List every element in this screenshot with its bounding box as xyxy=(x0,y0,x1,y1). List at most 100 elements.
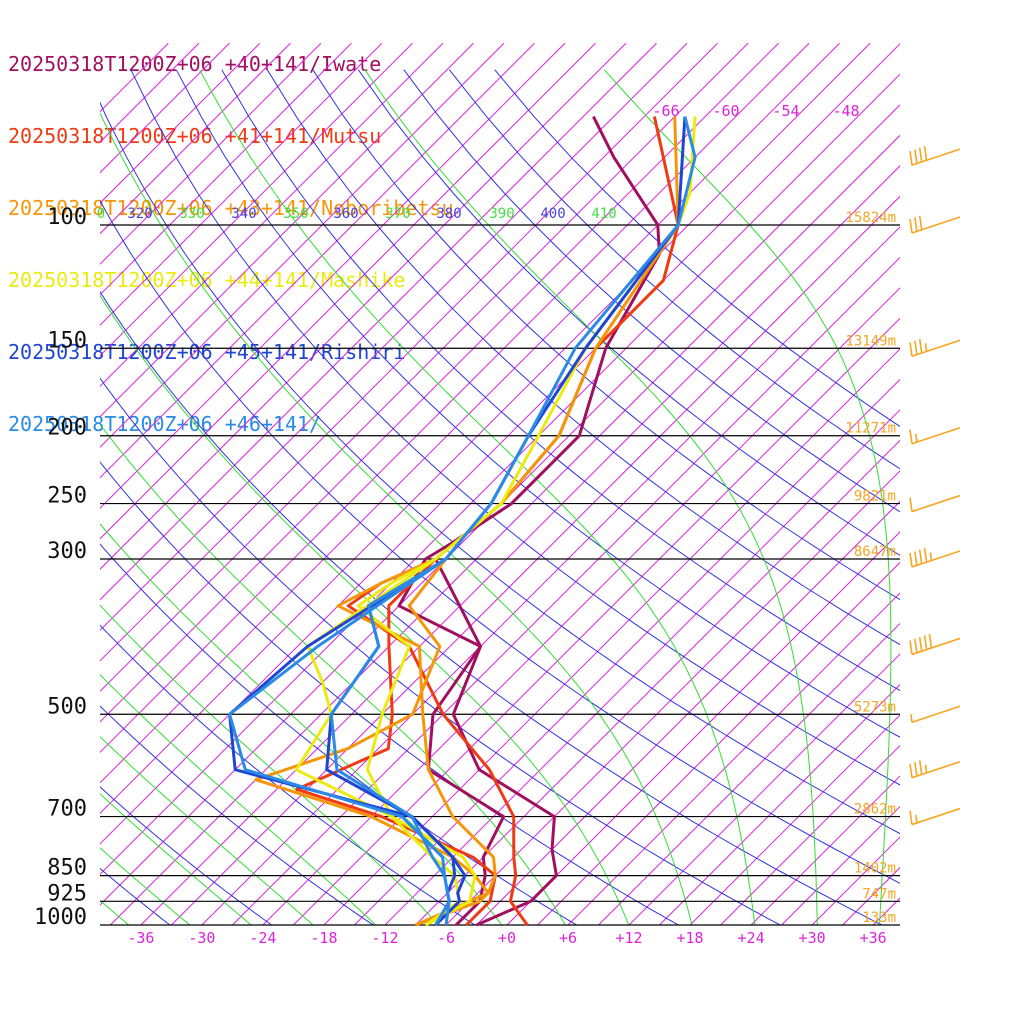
isotherm-line xyxy=(232,256,900,925)
isotherm-line xyxy=(100,42,657,601)
dry-adiabat-line xyxy=(357,69,900,556)
wind-barb xyxy=(909,146,961,166)
dewpoint-profile-1 xyxy=(295,557,497,927)
dewpoint-profile-2 xyxy=(254,558,490,927)
dry-adiabat-line xyxy=(266,69,900,646)
wind-barb-flag xyxy=(914,149,918,164)
wind-barb-staff xyxy=(911,216,961,234)
isotherm-line xyxy=(100,42,749,692)
dry-adiabat-line xyxy=(100,199,900,884)
theta-label: 400 xyxy=(540,206,565,222)
wind-barb-staff xyxy=(911,705,961,724)
theta-label: 410 xyxy=(591,206,616,222)
temperature-tick-label: -12 xyxy=(371,929,398,947)
theta-label: 330 xyxy=(179,206,204,222)
isobars xyxy=(100,224,900,926)
wind-barb xyxy=(909,215,961,234)
wind-barb-flag xyxy=(918,338,923,354)
temperature-tick-label: +12 xyxy=(615,929,642,947)
isotherm-line xyxy=(100,42,688,631)
dewpoint-profile-3 xyxy=(294,557,461,927)
wind-barb-flag xyxy=(909,763,913,778)
isotherm-line xyxy=(100,42,871,815)
wind-barb-flag xyxy=(914,217,918,232)
height-label: 2862m xyxy=(854,802,896,818)
height-label: 13149m xyxy=(845,333,896,349)
isotherm-line xyxy=(720,744,900,925)
temperature-profile-0 xyxy=(397,115,661,927)
isotherm-line xyxy=(100,42,383,326)
moist-adiabat-line xyxy=(100,111,693,925)
isotherm-label: -60 xyxy=(712,102,739,120)
isotherm-line xyxy=(100,42,596,540)
wind-barb-flag xyxy=(909,640,913,655)
wind-barb-flag xyxy=(909,497,913,512)
wind-barb-flag xyxy=(909,810,913,825)
dry-adiabat-line xyxy=(175,69,900,738)
dry-adiabat-line xyxy=(130,69,900,786)
moist-adiabat-line xyxy=(100,294,630,925)
isotherm-line xyxy=(100,42,810,754)
pressure-label: 300 xyxy=(47,539,87,564)
dewpoint-profile-5 xyxy=(228,557,451,926)
temperature-profile-2 xyxy=(336,116,680,927)
dry-adiabat-line xyxy=(100,786,273,925)
moist-adiabat-line xyxy=(603,69,892,925)
legend-entry-rishiri: 20250318T1200Z+06 +45+141/Rishiri xyxy=(8,340,406,364)
isotherm-line xyxy=(415,439,900,925)
isotherm-line xyxy=(100,42,352,296)
wind-barb-flag xyxy=(923,146,928,161)
theta-label: 380 xyxy=(436,206,461,222)
wind-barb-flag xyxy=(909,151,913,166)
pressure-label: 700 xyxy=(47,797,87,822)
wind-barb xyxy=(909,338,961,358)
pressure-label: 200 xyxy=(47,416,87,441)
wind-barb-flag xyxy=(909,552,913,568)
wind-barb-flag xyxy=(918,215,923,230)
moist-adiabat-line xyxy=(100,847,191,925)
wind-barb-staff xyxy=(911,807,961,826)
wind-barb xyxy=(909,633,961,656)
dry-adiabat-line xyxy=(100,543,578,925)
isotherm-line xyxy=(100,43,900,845)
isotherm-line xyxy=(100,42,474,418)
wind-barb-half-flag xyxy=(924,343,928,352)
dry-adiabat-line xyxy=(100,867,171,925)
sounding-series xyxy=(228,115,697,927)
isotherm-line xyxy=(100,42,230,174)
isotherm-line xyxy=(100,42,840,784)
theta-label: 360 xyxy=(333,206,358,222)
moist-adiabat-line xyxy=(100,793,252,925)
wind-barb-flag xyxy=(923,547,928,563)
isotherm-line xyxy=(659,683,900,925)
dry-adiabat-line xyxy=(494,69,900,428)
isotherm-line xyxy=(171,195,900,925)
wind-barb xyxy=(909,547,961,568)
wind-barb xyxy=(909,494,961,513)
pressure-label: 1000 xyxy=(34,905,87,930)
wind-barb-flag xyxy=(914,551,918,566)
height-label: 8647m xyxy=(854,544,896,560)
theta-label: 340 xyxy=(231,206,256,222)
wind-barb-flag xyxy=(918,147,923,162)
moist-adiabat-line xyxy=(100,673,377,925)
wind-barb-flag xyxy=(928,633,933,648)
wind-barb-half-flag xyxy=(929,552,933,561)
temperature-tick-label: -36 xyxy=(127,929,154,947)
wind-barb-flag xyxy=(914,638,918,653)
wind-barb-flag xyxy=(914,761,918,777)
wind-barb-half-flag xyxy=(924,764,928,773)
isotherm-line xyxy=(100,42,413,357)
moist-adiabat-line xyxy=(100,735,314,925)
wind-barb-flag xyxy=(909,429,913,444)
isotherm-line xyxy=(476,500,900,925)
theta-label: 0 xyxy=(97,206,105,222)
isotherm-line xyxy=(100,42,444,387)
isotherm-line xyxy=(293,317,900,925)
theta-label: 390 xyxy=(489,206,514,222)
dry-adiabat-line xyxy=(312,69,900,601)
wind-barb-flag xyxy=(909,342,913,357)
temperature-tick-label: -18 xyxy=(310,929,337,947)
wind-barb-flag xyxy=(909,218,913,234)
temperature-tick-label: -24 xyxy=(249,929,276,947)
